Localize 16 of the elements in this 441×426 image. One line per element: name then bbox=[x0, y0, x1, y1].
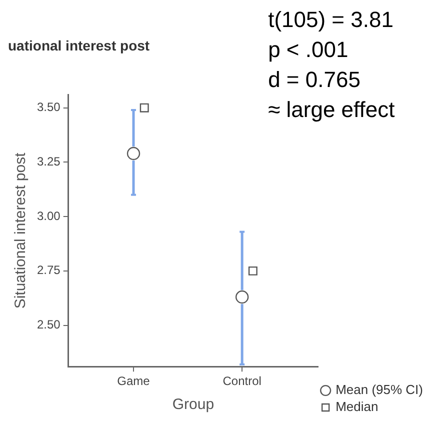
chart-title: uational interest post bbox=[8, 37, 150, 54]
text: t(105) = 3.81 bbox=[268, 7, 394, 32]
text: p < .001 bbox=[268, 37, 348, 62]
y-tick-label: 2.75 bbox=[36, 263, 61, 278]
annotation: ≈ large effect bbox=[268, 97, 395, 122]
y-tick-label: 3.50 bbox=[36, 100, 61, 114]
text: d = 0.765 bbox=[268, 67, 360, 92]
y-tick-label: 3.25 bbox=[36, 154, 61, 169]
y-tick-label: 2.50 bbox=[36, 318, 61, 332]
x-axis-title: Group bbox=[172, 396, 214, 414]
x-tick-label: Game bbox=[117, 374, 150, 388]
y-tick-label: 3.00 bbox=[36, 208, 61, 223]
legend-label: Median bbox=[336, 399, 378, 414]
legend-label: Mean (95% CI) bbox=[336, 382, 423, 398]
y-axis-title: Situational interest post bbox=[12, 152, 30, 309]
x-tick-label: Control bbox=[222, 374, 262, 388]
